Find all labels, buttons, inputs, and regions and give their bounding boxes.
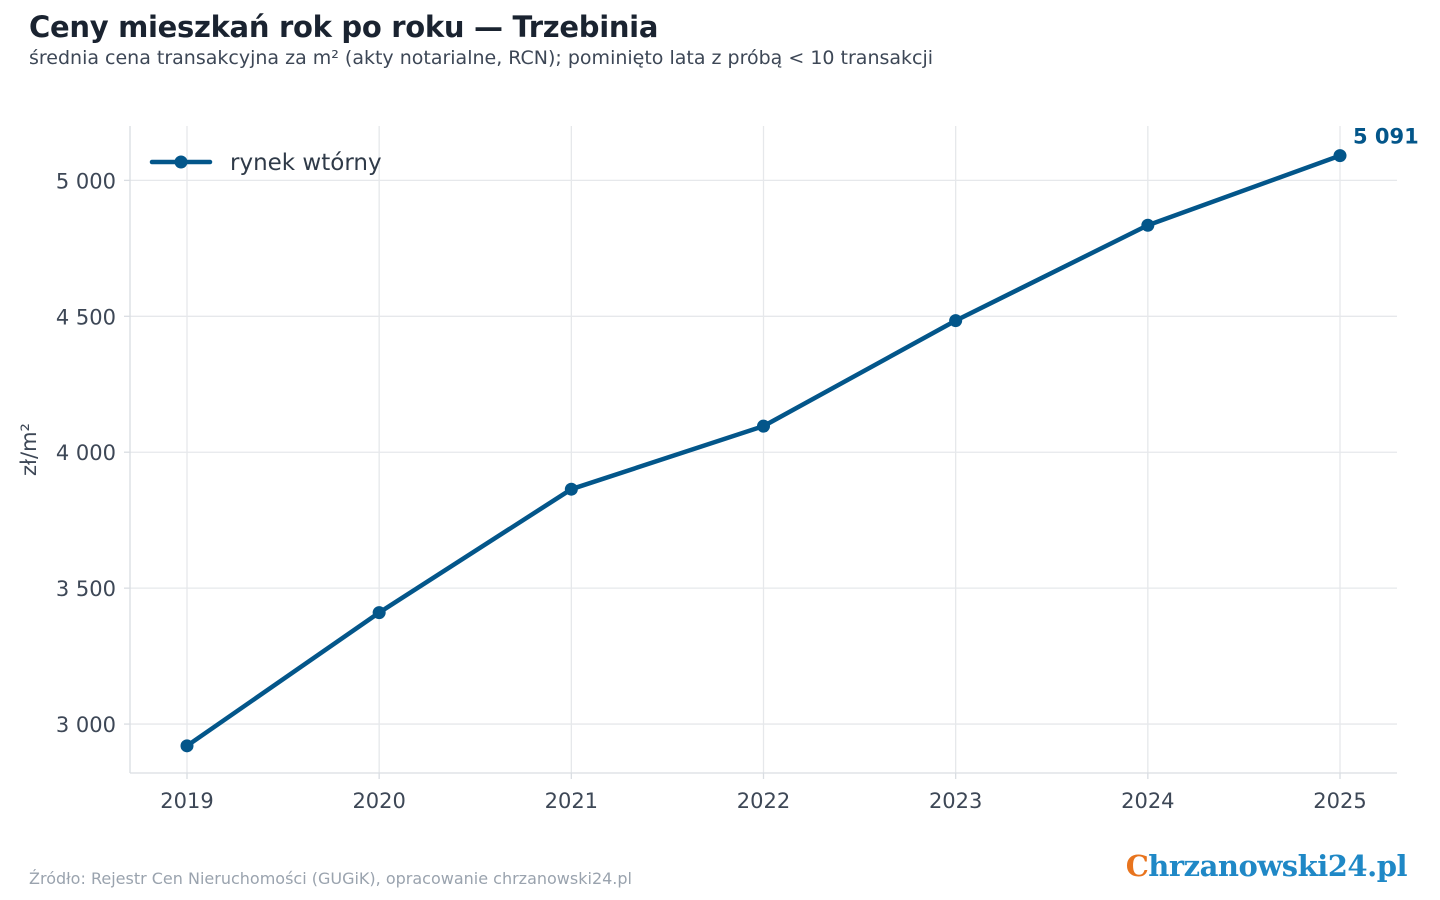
x-tick-label: 2024 xyxy=(1121,789,1174,813)
data-point xyxy=(372,606,386,620)
y-tick-label: 3 000 xyxy=(56,713,116,737)
x-tick-label: 2020 xyxy=(352,789,405,813)
x-tick-label: 2019 xyxy=(160,789,213,813)
x-tick-label: 2025 xyxy=(1313,789,1366,813)
end-value-label: 5 091 xyxy=(1353,125,1419,149)
logo-first-letter: C xyxy=(1125,849,1149,883)
brand-logo[interactable]: Chrzanowski24.pl xyxy=(1125,849,1408,883)
x-tick-label: 2022 xyxy=(737,789,790,813)
y-tick-label: 4 500 xyxy=(56,305,116,329)
x-tick-label: 2023 xyxy=(929,789,982,813)
data-point xyxy=(757,419,770,433)
data-point xyxy=(1333,149,1347,163)
y-tick-label: 3 500 xyxy=(56,577,116,601)
legend-marker-swatch xyxy=(174,155,188,169)
y-tick-label: 5 000 xyxy=(56,169,116,193)
legend-label: rynek wtórny xyxy=(230,150,382,176)
data-point xyxy=(949,314,963,328)
source-note: Źródło: Rejestr Cen Nieruchomości (GUGiK… xyxy=(29,869,632,888)
y-tick-label: 4 000 xyxy=(56,441,116,465)
y-axis-label: zł/m² xyxy=(17,423,41,476)
data-point xyxy=(564,482,578,496)
data-point xyxy=(1141,218,1155,232)
x-tick-label: 2021 xyxy=(545,789,598,813)
data-point xyxy=(180,739,194,753)
chart-subtitle: średnia cena transakcyjna za m² (akty no… xyxy=(29,47,934,69)
chart-title: Ceny mieszkań rok po roku — Trzebinia xyxy=(29,10,659,44)
logo-text: hrzanowski24.pl xyxy=(1148,849,1407,883)
